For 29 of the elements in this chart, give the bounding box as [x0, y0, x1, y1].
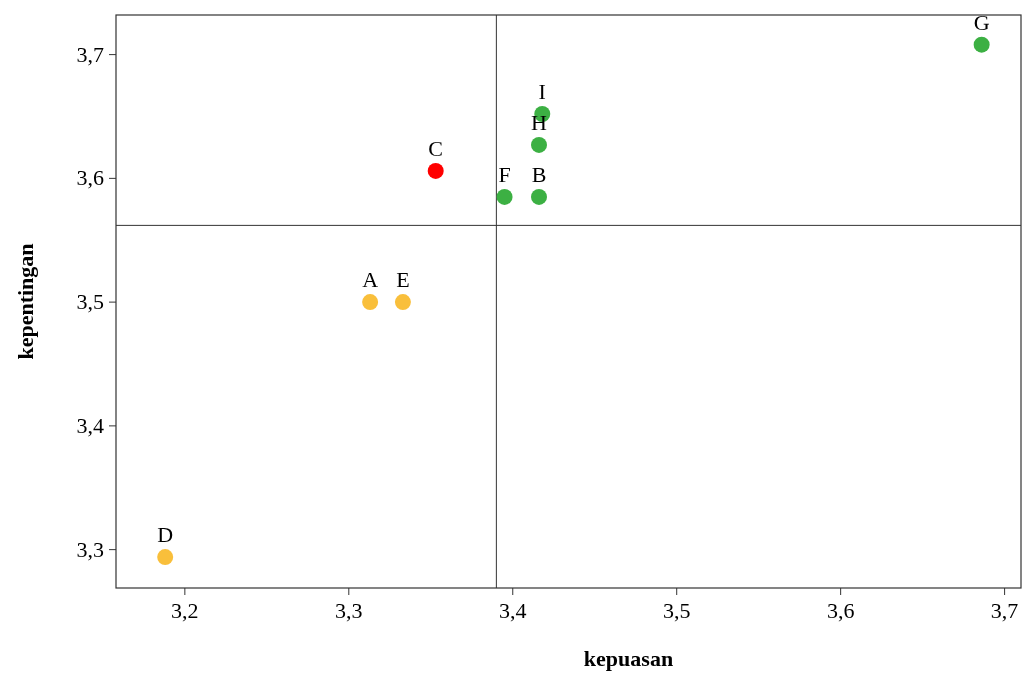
annotation: D [157, 522, 174, 548]
x-tick-label: 3,5 [662, 598, 691, 623]
x-tick-label: 3,4 [499, 598, 527, 623]
annotation: A [362, 267, 379, 293]
point [530, 188, 547, 205]
x-tick-label: 3,2 [171, 598, 199, 623]
y-axis-title: kepentingan [13, 243, 38, 360]
point [496, 188, 513, 205]
x-tick-label: 3,6 [826, 598, 855, 623]
y-tick-label: 3,7 [76, 41, 104, 67]
x-tick-label: 3,7 [990, 598, 1019, 623]
y-tick-label: 3,3 [76, 536, 104, 562]
point [394, 294, 411, 311]
y-tick-label: 3,5 [76, 289, 104, 315]
annotation: I [538, 79, 546, 105]
annotation: E [396, 267, 410, 293]
annotation: G [973, 9, 990, 35]
point [427, 162, 444, 179]
point [362, 294, 379, 311]
point [530, 136, 547, 153]
annotation: C [428, 135, 444, 161]
y-tick-label: 3,6 [76, 165, 104, 191]
x-tick-label: 3,3 [335, 598, 363, 623]
point [157, 549, 174, 566]
point [973, 36, 990, 53]
y-tick-label: 3,4 [76, 412, 104, 438]
annotation: F [498, 161, 511, 187]
annotation: B [531, 161, 547, 187]
x-axis-title: kepuasan [583, 646, 674, 671]
